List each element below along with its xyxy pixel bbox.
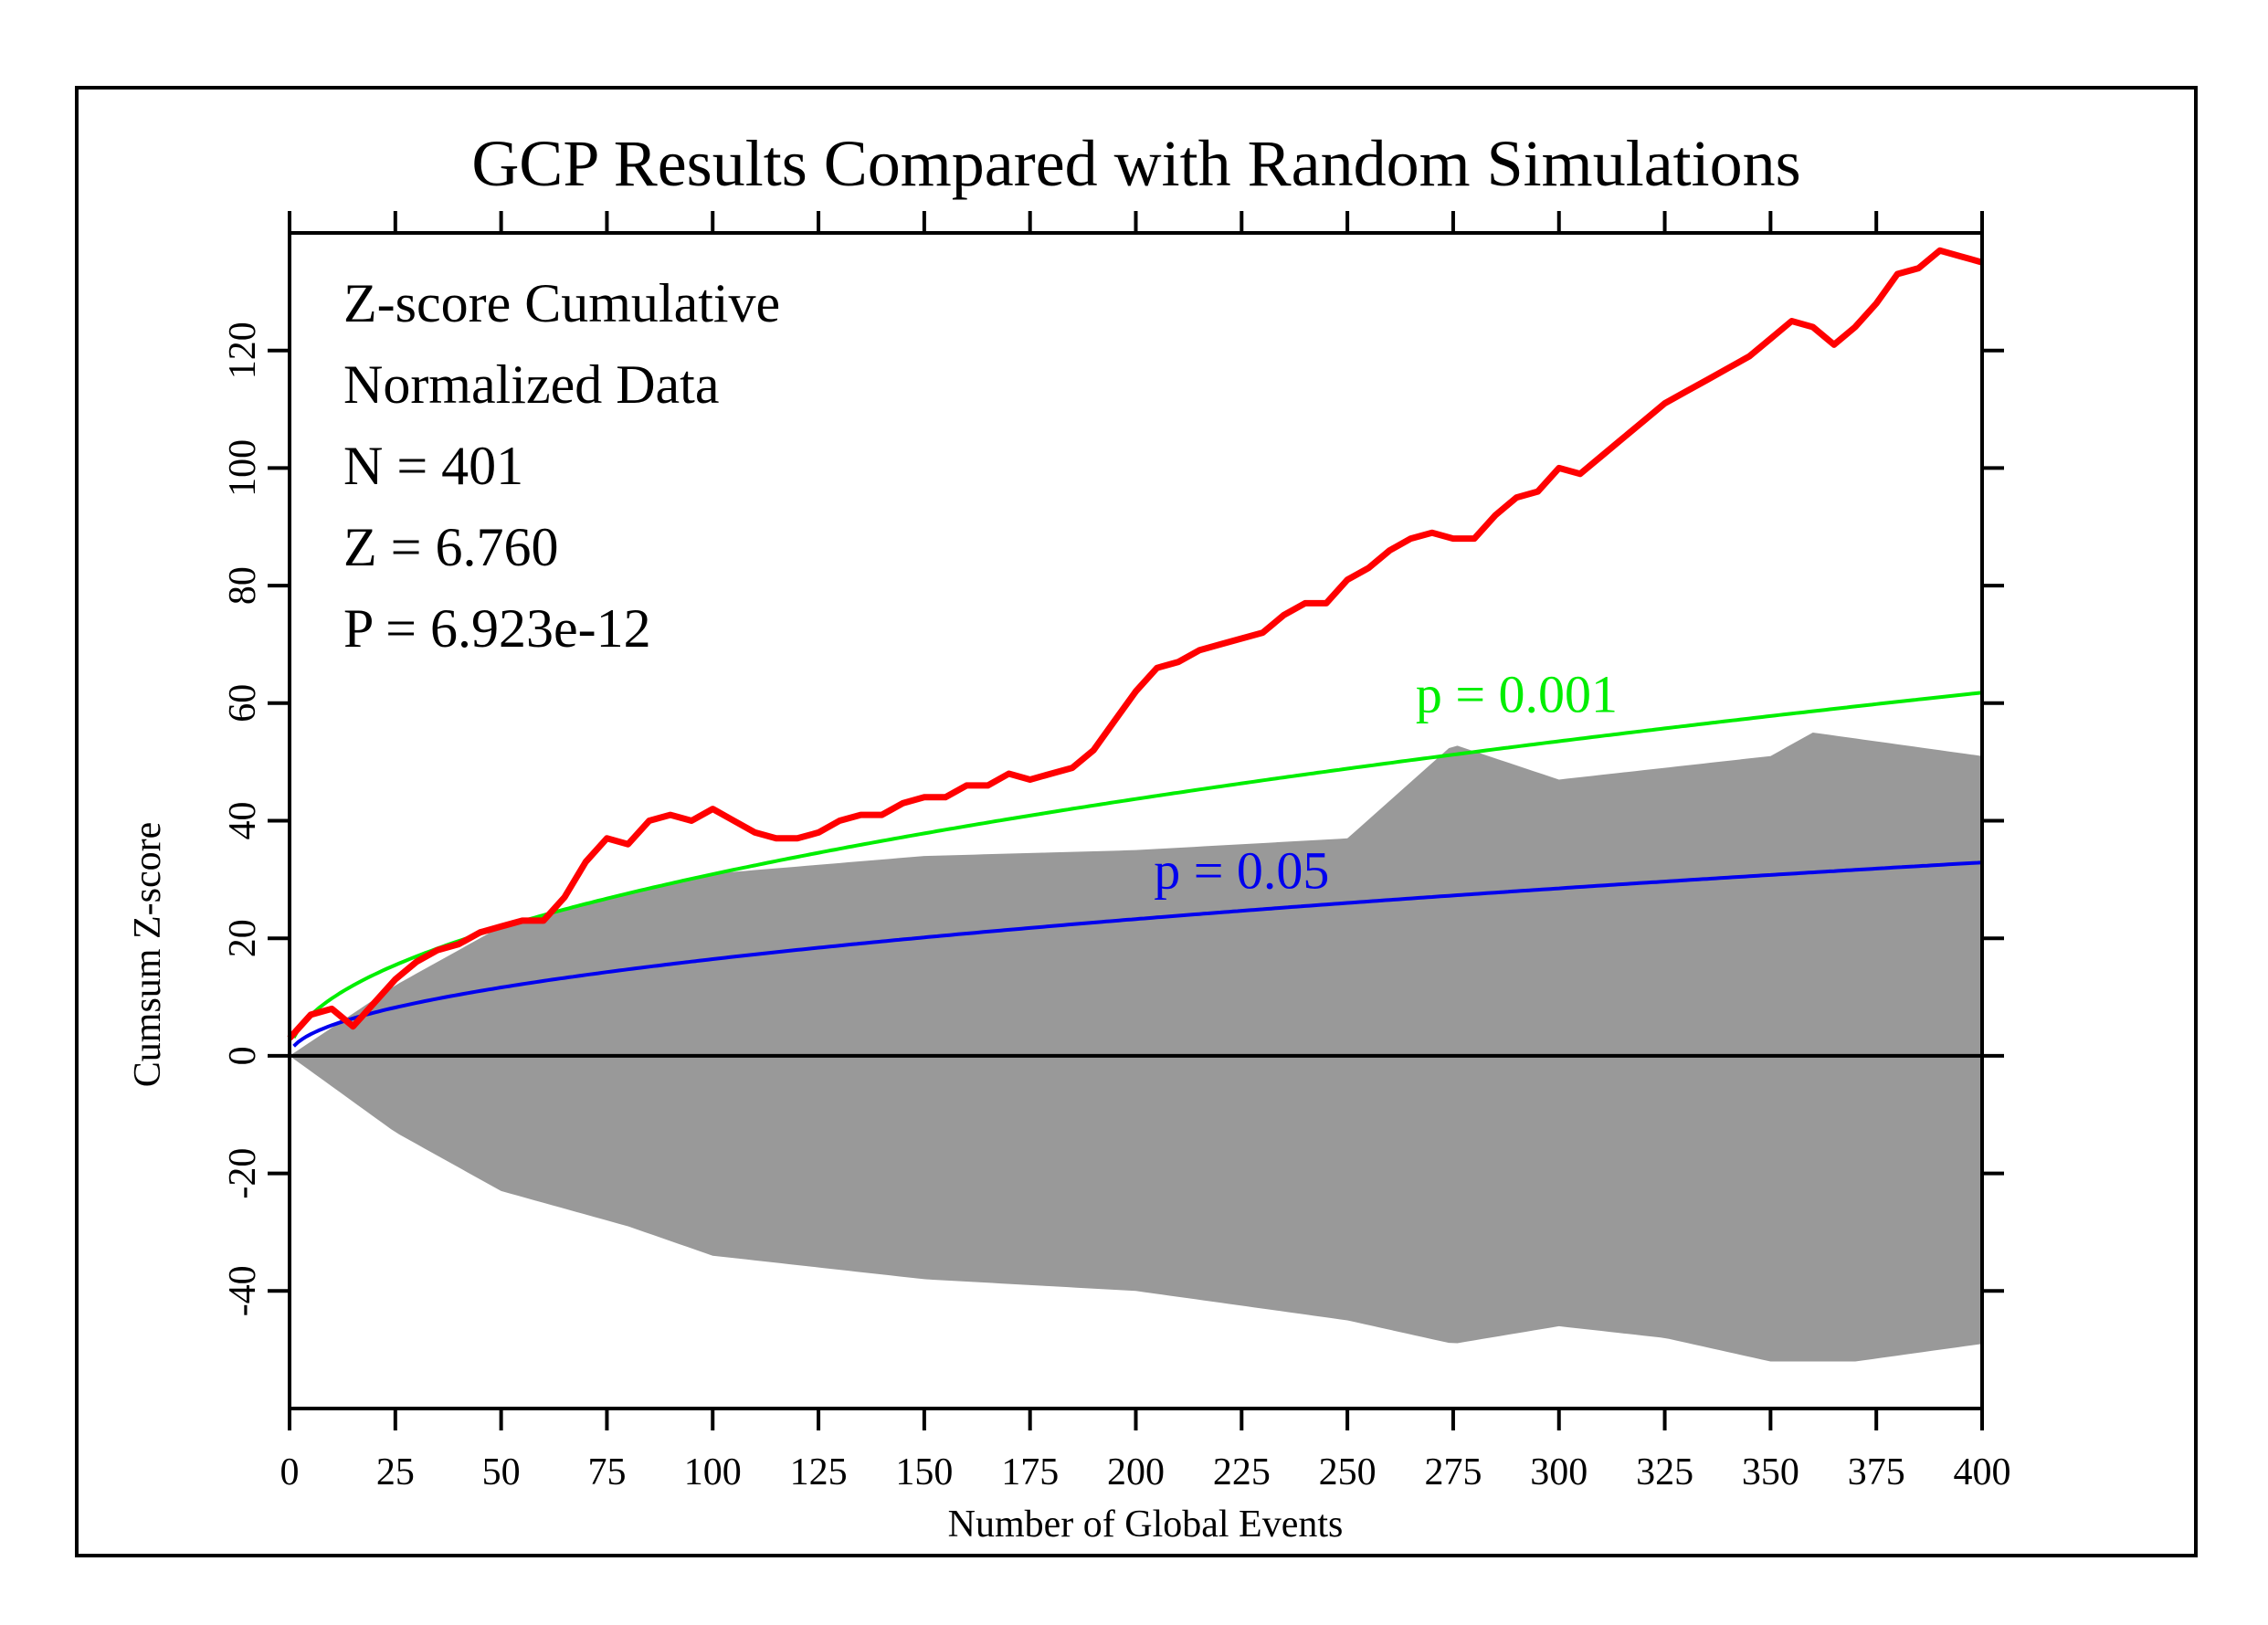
plot-area: 0 25 50 75 100 125 150 175 200 225 250 275 300 325 350… <box>222 211 2011 1493</box>
y-tick-label: 40 <box>222 802 264 840</box>
stats-line-2: Normalized Data <box>343 354 719 415</box>
stats-box: Z-score Cumulative Normalized Data N = 4… <box>343 273 780 659</box>
x-tick-label: 50 <box>482 1451 521 1493</box>
significance-curves <box>291 691 1983 1048</box>
y-tick-label: 20 <box>222 919 264 957</box>
y-tick-label: 120 <box>222 322 264 379</box>
y-tick-label: -20 <box>222 1148 264 1199</box>
x-tick-label: 225 <box>1213 1451 1271 1493</box>
x-tick-label: 0 <box>280 1451 300 1493</box>
x-tick-label: 275 <box>1424 1451 1482 1493</box>
y-tick-label: 60 <box>222 684 264 723</box>
x-tick-label: 200 <box>1107 1451 1165 1493</box>
curve-p-0-05 <box>292 860 1983 1048</box>
x-tick-label: 250 <box>1319 1451 1377 1493</box>
curve-labels: p = 0.001 p = 0.05 <box>1154 664 1618 900</box>
gcp-series-layer <box>287 247 1983 1040</box>
x-tick-label: 125 <box>790 1451 848 1493</box>
x-tick-label: 350 <box>1742 1451 1799 1493</box>
y-tick-label: 0 <box>222 1046 264 1065</box>
stats-line-4: Z = 6.760 <box>343 517 559 577</box>
stats-line-1: Z-score Cumulative <box>343 273 780 333</box>
x-tick-label: 25 <box>376 1451 415 1493</box>
x-tick-label: 150 <box>895 1451 953 1493</box>
curve-p-0-001 <box>291 691 1983 1039</box>
x-tick-label: 325 <box>1636 1451 1693 1493</box>
stats-line-3: N = 401 <box>343 436 523 496</box>
gcp-cumsum-line <box>287 247 1983 1040</box>
y-tick-label: 100 <box>222 439 264 497</box>
y-axis-label: Cumsum Z-score <box>127 822 169 1087</box>
label-p-0-001: p = 0.001 <box>1416 664 1618 723</box>
chart-title: GCP Results Compared with Random Simulat… <box>471 127 1800 200</box>
x-tick-label: 175 <box>1001 1451 1059 1493</box>
x-tick-label: 100 <box>684 1451 742 1493</box>
x-tick-label: 375 <box>1848 1451 1905 1493</box>
label-p-0-05: p = 0.05 <box>1154 841 1329 901</box>
y-tick-label: -40 <box>222 1265 264 1316</box>
axes: 0 25 50 75 100 125 150 175 200 225 250 275 300 325 350… <box>222 211 2011 1493</box>
x-axis-label: Number of Global Events <box>948 1504 1344 1546</box>
x-tick-label: 300 <box>1530 1451 1588 1493</box>
y-tick-label: 80 <box>222 566 264 605</box>
x-tick-label: 75 <box>587 1451 626 1493</box>
x-tick-label: 400 <box>1954 1451 2011 1493</box>
stats-line-5: P = 6.923e-12 <box>343 598 651 659</box>
